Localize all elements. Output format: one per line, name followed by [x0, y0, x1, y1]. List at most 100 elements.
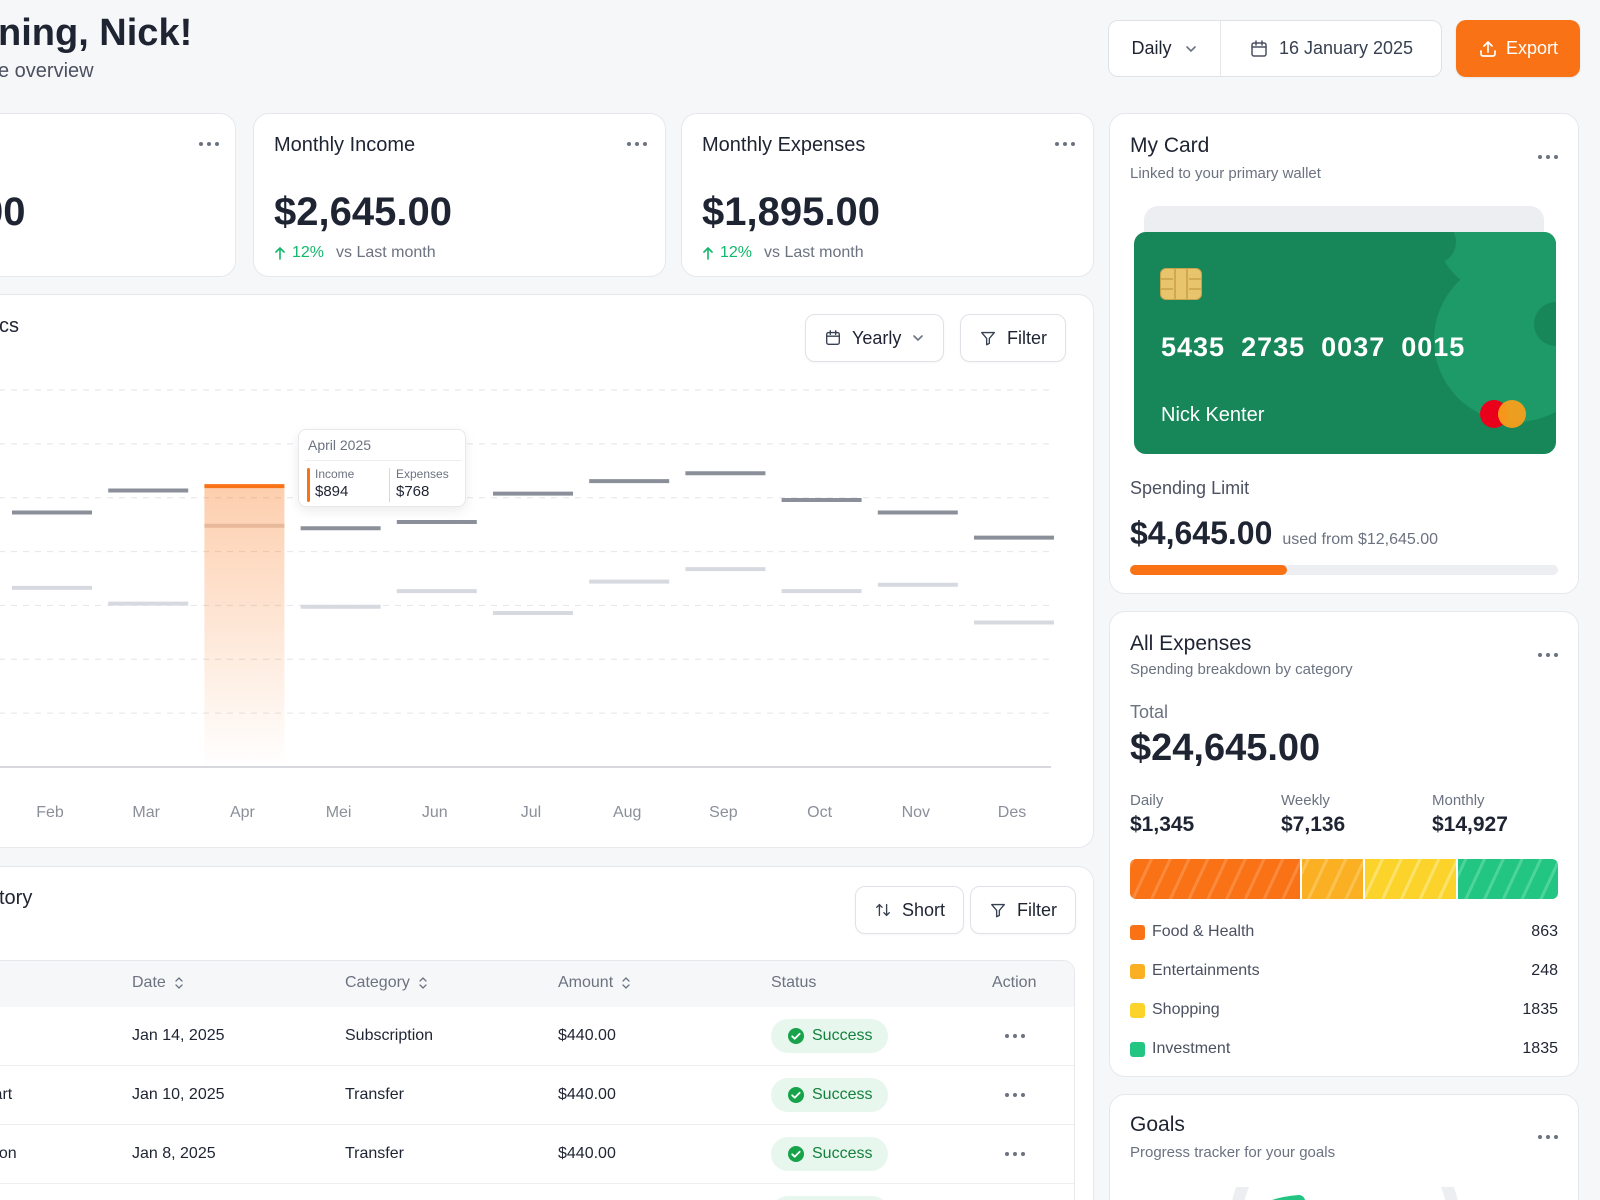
goals-progress-ring: [1232, 1187, 1458, 1200]
sort-caret-icon: [621, 976, 631, 990]
credit-card[interactable]: 5435 2735 0037 0015 Nick Kenter: [1134, 232, 1556, 454]
chart-filter-label: Filter: [1007, 327, 1047, 348]
x-tick-label: Aug: [613, 804, 641, 821]
stat-card-balance: 00 n: [0, 113, 236, 277]
yearly-select[interactable]: Yearly: [805, 314, 945, 362]
chevron-down-icon: [1184, 42, 1198, 56]
more-options-button[interactable]: [1055, 142, 1075, 148]
legend-swatch: [1130, 1041, 1145, 1057]
export-button-label: Export: [1505, 38, 1559, 58]
table-row[interactable]: Jan 14, 2025 Subscription $440.00 Succes…: [0, 1007, 1074, 1066]
row-amount: $440.00: [558, 1145, 616, 1162]
tooltip-expenses-value: $768: [396, 483, 430, 500]
stat-value: 00: [0, 190, 26, 234]
check-circle-icon: [787, 1086, 805, 1104]
stat-card-expenses: Monthly Expenses $1,895.00 12% vs Last m…: [681, 113, 1094, 277]
spending-amount: $4,645.00 used from $12,645.00: [1130, 515, 1438, 552]
row-name: wart: [0, 1086, 13, 1103]
legend-item: Investment 1835: [1130, 1040, 1558, 1058]
segment-investment: [1458, 859, 1558, 899]
sort-icon: [874, 901, 892, 919]
yearly-select-label: Yearly: [852, 327, 902, 348]
stat-value: $1,895.00: [702, 190, 880, 234]
table-row[interactable]: gson Jan 8, 2025 Transfer $440.00 Succes…: [0, 1125, 1074, 1184]
my-card-title: My Card: [1130, 134, 1210, 157]
goals-title: Goals: [1130, 1113, 1185, 1136]
x-tick-label: Jul: [521, 804, 541, 821]
check-circle-icon: [787, 1027, 805, 1045]
history-card: tory Short Filter Date Category Amount S…: [0, 866, 1094, 1200]
column-header-status: Status: [771, 974, 817, 991]
date-picker[interactable]: 16 January 2025: [1221, 21, 1441, 76]
chip-icon: [1160, 268, 1202, 300]
expense-breakdown-bar: [1130, 859, 1558, 899]
history-filter-label: Filter: [1017, 899, 1057, 920]
sort-caret-icon: [174, 976, 184, 990]
export-button[interactable]: Export: [1456, 20, 1580, 77]
more-options-button[interactable]: [627, 142, 647, 148]
row-category: Transfer: [345, 1086, 404, 1103]
status-badge: Success: [771, 1137, 889, 1171]
history-filter-button[interactable]: Filter: [970, 886, 1076, 934]
card-background-pattern: [1412, 232, 1556, 422]
stat-change-percent: 12%: [292, 244, 325, 261]
period-date-group: Daily 16 January 2025: [1108, 20, 1442, 77]
legend-item: Food & Health 863: [1130, 923, 1558, 941]
goals-subtitle: Progress tracker for your goals: [1130, 1144, 1336, 1161]
highlight-column[interactable]: [204, 486, 285, 767]
more-options-button[interactable]: [1538, 155, 1558, 161]
x-tick-label: Mei: [326, 804, 352, 821]
table-row[interactable]: wart Jan 10, 2025 Transfer $440.00 Succe…: [0, 1066, 1074, 1125]
row-category: Transfer: [345, 1145, 404, 1162]
card-number: 5435 2735 0037 0015: [1161, 332, 1465, 363]
chart-tooltip: April 2025 Income $894 Expenses $768: [298, 429, 466, 507]
column-header-amount[interactable]: Amount: [558, 974, 631, 992]
x-tick-label: Des: [998, 804, 1026, 821]
segment-food: [1130, 859, 1300, 899]
sort-button[interactable]: Short: [855, 886, 965, 934]
sort-button-label: Short: [902, 899, 946, 920]
tooltip-expenses-label: Expenses: [396, 467, 449, 481]
legend-item: Shopping 1835: [1130, 1001, 1558, 1019]
arrow-up-icon: [274, 246, 286, 260]
mastercard-icon: [1480, 400, 1526, 428]
tooltip-income-value: $894: [315, 483, 349, 500]
card-number-group: 0037: [1321, 332, 1386, 362]
row-action-button[interactable]: [1005, 1152, 1025, 1158]
column-header-category[interactable]: Category: [345, 974, 428, 992]
column-header-date[interactable]: Date: [132, 974, 184, 992]
spending-progress: [1130, 565, 1558, 575]
stat-compare: vs Last month: [764, 244, 864, 261]
spending-limit-text: used from $12,645.00: [1282, 531, 1439, 548]
more-options-button[interactable]: [199, 142, 219, 148]
more-options-button[interactable]: [1538, 653, 1558, 659]
all-expenses-title: All Expenses: [1130, 632, 1252, 655]
chevron-down-icon: [911, 331, 925, 345]
period-stat: Weekly $7,136: [1281, 792, 1346, 836]
more-options-button[interactable]: [1538, 1135, 1558, 1141]
spending-limit-label: Spending Limit: [1130, 478, 1250, 498]
x-tick-label: Mar: [132, 804, 160, 821]
history-table: Date Category Amount Status Action Jan 1…: [0, 960, 1075, 1200]
tooltip-month: April 2025: [308, 437, 372, 453]
row-category: Subscription: [345, 1027, 434, 1044]
chart-filter-button[interactable]: Filter: [960, 314, 1066, 362]
arrow-up-icon: [702, 246, 714, 260]
stat-compare: vs Last month: [336, 244, 436, 261]
card-number-group: 2735: [1241, 332, 1306, 362]
x-tick-label: Sep: [709, 804, 738, 821]
row-action-button[interactable]: [1005, 1093, 1025, 1099]
row-action-button[interactable]: [1005, 1034, 1025, 1040]
calendar-icon: [824, 329, 842, 347]
spending-value: $4,645.00: [1130, 515, 1273, 551]
stat-change-percent: 12%: [720, 244, 753, 261]
stat-title: Monthly Income: [274, 134, 416, 156]
x-tick-label: Oct: [807, 804, 832, 821]
card-holder-name: Nick Kenter: [1161, 404, 1265, 426]
stat-card-income: Monthly Income $2,645.00 12% vs Last mon…: [253, 113, 666, 277]
page-subtitle: e overview: [0, 60, 94, 82]
table-row[interactable]: [0, 1184, 1074, 1200]
row-name: gson: [0, 1145, 17, 1162]
filter-icon: [979, 329, 997, 347]
period-select[interactable]: Daily: [1109, 21, 1221, 76]
